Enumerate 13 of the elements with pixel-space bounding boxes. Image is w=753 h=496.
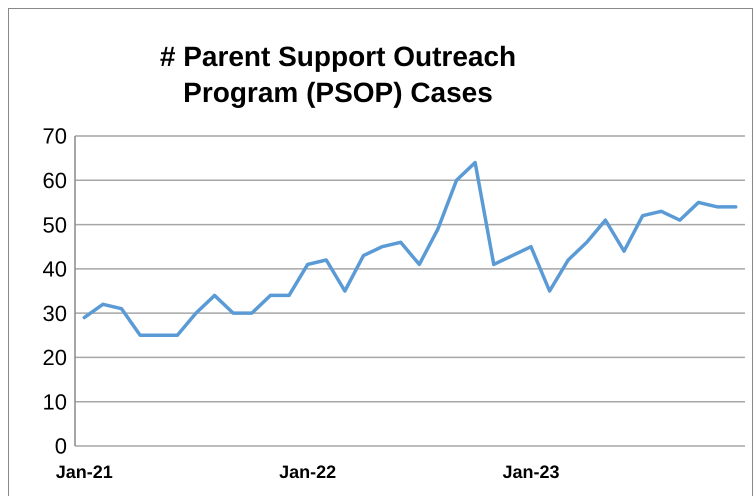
y-tick-label: 0 bbox=[54, 434, 67, 459]
y-tick-label: 70 bbox=[42, 124, 67, 149]
y-tick-label: 40 bbox=[42, 256, 67, 282]
y-tick-label: 30 bbox=[42, 300, 67, 326]
y-tick-label: 10 bbox=[42, 389, 67, 414]
y-tick-label: 20 bbox=[42, 345, 67, 370]
line-series bbox=[82, 160, 738, 338]
x-tick-label: Jan-23 bbox=[502, 462, 560, 482]
y-tick-label: 60 bbox=[42, 168, 67, 193]
x-tick-label: Jan-22 bbox=[279, 462, 336, 482]
y-tick-label: 50 bbox=[42, 212, 67, 238]
x-tick-label: Jan-21 bbox=[56, 462, 113, 482]
chart-title: # Parent Support Outreach Program (PSOP) Cases bbox=[160, 41, 516, 108]
